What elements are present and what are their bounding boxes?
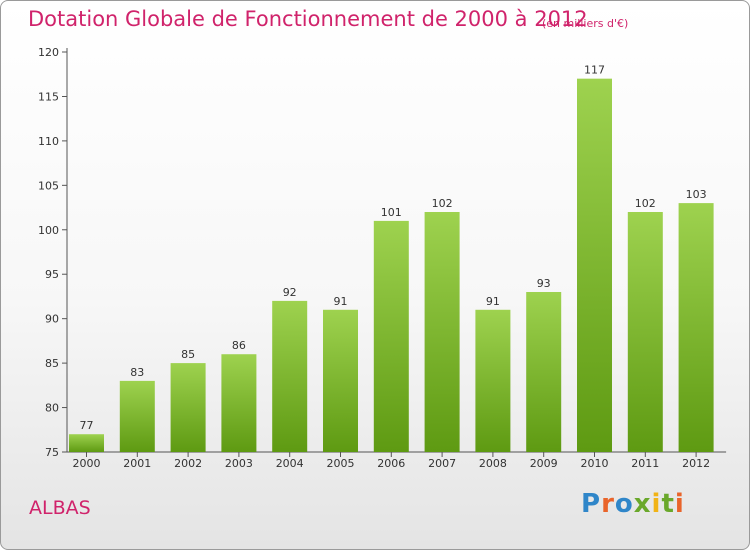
data-label: 103 <box>686 188 707 201</box>
x-tick-label: 2000 <box>73 457 101 470</box>
bar-2000 <box>69 434 104 452</box>
bar-2008 <box>475 309 511 452</box>
x-tick-label: 2010 <box>581 457 609 470</box>
y-tick-label: 115 <box>38 90 59 103</box>
bar-2005 <box>323 309 358 452</box>
data-label: 102 <box>432 197 453 210</box>
data-label: 117 <box>584 64 605 77</box>
y-tick-label: 95 <box>45 268 59 281</box>
chart-title: Dotation Globale de Fonctionnement de 20… <box>28 7 588 31</box>
bar-2006 <box>373 220 409 452</box>
y-tick-label: 85 <box>45 357 59 370</box>
x-tick-label: 2011 <box>631 457 659 470</box>
x-tick-label: 2001 <box>123 457 151 470</box>
bar-2001 <box>119 380 155 452</box>
proxiti-logo: Proxiti <box>581 489 685 519</box>
data-label: 91 <box>486 295 500 308</box>
data-label: 92 <box>283 286 297 299</box>
y-tick-label: 100 <box>38 224 59 237</box>
logo-letter: i <box>651 489 662 519</box>
y-tick-label: 110 <box>38 135 59 148</box>
logo-letter: x <box>633 489 652 519</box>
data-label: 86 <box>232 339 246 352</box>
x-tick-label: 2004 <box>276 457 304 470</box>
data-label: 77 <box>80 419 94 432</box>
bar-2011 <box>627 212 663 452</box>
bar-2003 <box>221 354 257 452</box>
y-tick-label: 80 <box>45 402 59 415</box>
y-tick-label: 120 <box>38 46 59 59</box>
data-label: 93 <box>537 277 551 290</box>
logo-letter: r <box>601 489 615 519</box>
y-tick-label: 105 <box>38 179 59 192</box>
data-label: 102 <box>635 197 656 210</box>
chart-subtitle: (en milliers d'€) <box>542 17 629 30</box>
logo-letter: i <box>674 489 685 519</box>
bar-2012 <box>678 203 714 452</box>
bar-2007 <box>424 212 460 452</box>
data-label: 85 <box>181 348 195 361</box>
logo-letter: P <box>581 489 602 519</box>
x-tick-label: 2005 <box>327 457 355 470</box>
y-tick-label: 90 <box>45 313 59 326</box>
bar-2002 <box>170 363 206 452</box>
x-tick-label: 2009 <box>530 457 558 470</box>
x-tick-label: 2006 <box>377 457 405 470</box>
y-tick-label: 75 <box>45 446 59 459</box>
x-tick-label: 2012 <box>682 457 710 470</box>
data-label: 91 <box>334 295 348 308</box>
logo-letter: t <box>661 489 675 519</box>
data-label: 101 <box>381 206 402 219</box>
x-tick-label: 2007 <box>428 457 456 470</box>
x-tick-label: 2008 <box>479 457 507 470</box>
data-label: 83 <box>130 366 144 379</box>
logo-letter: o <box>614 489 634 519</box>
commune-name: ALBAS <box>29 497 91 519</box>
bar-2010 <box>577 78 612 453</box>
x-tick-label: 2003 <box>225 457 253 470</box>
bar-2004 <box>272 300 308 452</box>
bar-2009 <box>526 292 562 452</box>
x-tick-label: 2002 <box>174 457 202 470</box>
